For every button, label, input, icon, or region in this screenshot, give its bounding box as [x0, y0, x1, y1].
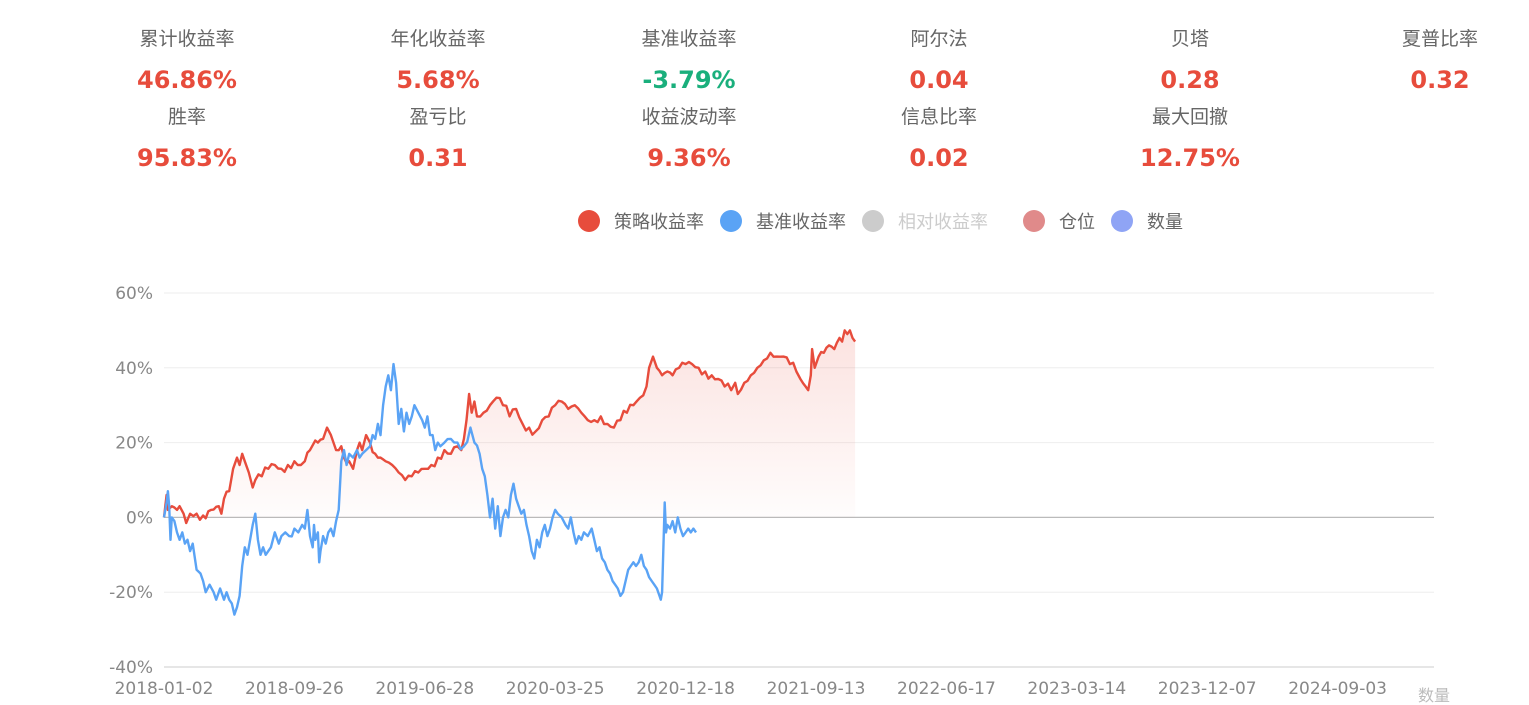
metric-value: 0.32: [1410, 66, 1470, 94]
metric-beta: 贝塔 0.28: [1090, 27, 1290, 95]
metric-value: -3.79%: [642, 66, 736, 94]
legend-label: 策略收益率: [614, 212, 704, 233]
metric-value: 0.04: [909, 66, 969, 94]
legend-item-strategy-return[interactable]: 策略收益率: [578, 208, 704, 234]
metric-win-rate: 胜率 95.83%: [87, 105, 287, 173]
x-tick-label: 2022-06-17: [897, 679, 996, 699]
metric-alpha: 阿尔法 0.04: [839, 27, 1039, 95]
legend-label: 基准收益率: [756, 212, 846, 233]
metric-label: 信息比率: [900, 106, 977, 128]
chart-legend: 策略收益率 基准收益率 相对收益率 仓位 数量: [0, 208, 1529, 234]
x-tick-label: 2018-09-26: [245, 679, 344, 699]
metric-label: 收益波动率: [641, 106, 737, 128]
metric-label: 胜率: [167, 106, 206, 128]
metric-label: 基准收益率: [641, 28, 737, 50]
x-tick-label: 2023-12-07: [1158, 679, 1257, 699]
legend-dot-icon: [1111, 210, 1133, 232]
series-line-0[interactable]: [162, 329, 857, 525]
legend-dot-icon: [862, 210, 884, 232]
legend-item-benchmark-return[interactable]: 基准收益率: [720, 208, 846, 234]
y-tick-label: -20%: [109, 583, 153, 603]
metric-value: 0.02: [909, 144, 969, 172]
x-tick-label: 2024-09-03: [1288, 679, 1387, 699]
metric-label: 贝塔: [1170, 28, 1209, 50]
metric-label: 最大回撤: [1151, 106, 1228, 128]
metric-value: 46.86%: [137, 66, 237, 94]
y-tick-label: 20%: [115, 434, 153, 454]
y-tick-label: -40%: [109, 658, 153, 678]
x-tick-label: 2023-03-14: [1027, 679, 1126, 699]
metric-benchmark-return: 基准收益率 -3.79%: [589, 27, 789, 95]
legend-dot-icon: [578, 210, 600, 232]
metric-value: 95.83%: [137, 144, 237, 172]
metric-value: 0.31: [408, 144, 468, 172]
x-tick-label: 2020-03-25: [506, 679, 605, 699]
metric-profit-loss-ratio: 盈亏比 0.31: [338, 105, 538, 173]
metric-value: 9.36%: [647, 144, 731, 172]
series-area-0: [164, 330, 856, 523]
legend-label: 相对收益率: [898, 212, 988, 233]
legend-dot-icon: [1023, 210, 1045, 232]
legend-label: 数量: [1147, 212, 1183, 233]
metric-label: 累计收益率: [139, 28, 235, 50]
series-line-1[interactable]: [162, 362, 697, 616]
metric-annualized-return: 年化收益率 5.68%: [338, 27, 538, 95]
metric-information-ratio: 信息比率 0.02: [839, 105, 1039, 173]
metric-return-volatility: 收益波动率 9.36%: [589, 105, 789, 173]
metric-value: 0.28: [1160, 66, 1220, 94]
metric-sharpe-ratio: 夏普比率 0.32: [1340, 27, 1529, 95]
y-axis: 60% 40% 20% 0% -20% -40%: [109, 284, 153, 678]
y-tick-label: 60%: [115, 284, 153, 304]
legend-item-relative-return[interactable]: 相对收益率: [862, 208, 988, 234]
metric-max-drawdown: 最大回撤 12.75%: [1090, 105, 1290, 173]
metric-label: 年化收益率: [390, 28, 486, 50]
legend-item-position[interactable]: 仓位: [1023, 208, 1095, 234]
x-tick-label: 2021-09-13: [767, 679, 866, 699]
legend-item-quantity[interactable]: 数量: [1111, 208, 1183, 234]
metric-label: 阿尔法: [910, 28, 968, 50]
y-tick-label: 0%: [126, 508, 153, 528]
x-tick-label: 2020-12-18: [636, 679, 735, 699]
legend-dot-icon: [720, 210, 742, 232]
x-tick-label: 2018-01-02: [115, 679, 214, 699]
series-layer: [162, 329, 857, 616]
legend-label: 仓位: [1059, 212, 1095, 233]
x-tick-label: 2019-06-28: [375, 679, 474, 699]
metric-label: 夏普比率: [1401, 28, 1478, 50]
metric-cumulative-return: 累计收益率 46.86%: [87, 27, 287, 95]
metric-label: 盈亏比: [409, 106, 467, 128]
metric-value: 5.68%: [396, 66, 480, 94]
secondary-axis-label: 数量: [1418, 686, 1450, 705]
metric-value: 12.75%: [1140, 144, 1240, 172]
y-tick-label: 40%: [115, 359, 153, 379]
x-axis: 2018-01-02 2018-09-26 2019-06-28 2020-03-25…: [115, 666, 1434, 699]
